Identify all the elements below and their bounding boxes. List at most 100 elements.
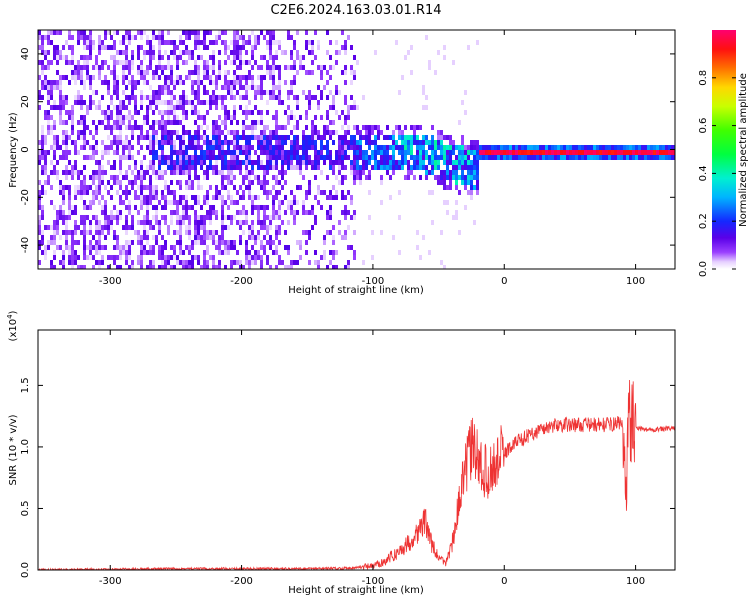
heatmap-cell [230, 245, 233, 250]
heatmap-cell [236, 130, 239, 135]
heatmap-cell [416, 245, 419, 250]
heatmap-cell [356, 175, 359, 180]
heatmap-cell [71, 130, 74, 135]
heatmap-cell [344, 205, 347, 210]
heatmap-cell [266, 225, 269, 230]
heatmap-cell [101, 155, 104, 160]
heatmap-cell [80, 195, 83, 200]
heatmap-cell [188, 220, 191, 225]
heatmap-cell [506, 145, 509, 150]
heatmap-cell [179, 165, 182, 170]
heatmap-cell [80, 55, 83, 60]
heatmap-cell [140, 65, 143, 70]
heatmap-cell [41, 235, 44, 240]
heatmap-cell [119, 100, 122, 105]
heatmap-cell [575, 150, 578, 155]
heatmap-cell [125, 190, 128, 195]
heatmap-cell [398, 90, 401, 95]
heatmap-cell [326, 150, 329, 155]
heatmap-cell [107, 265, 110, 269]
heatmap-cell [314, 130, 317, 135]
heatmap-cell [242, 110, 245, 115]
heatmap-cell [326, 95, 329, 100]
heatmap-cell [221, 130, 224, 135]
heatmap-cell [176, 55, 179, 60]
heatmap-cell [377, 145, 380, 150]
heatmap-cell [341, 155, 344, 160]
heatmap-cell [116, 125, 119, 130]
heatmap-cell [251, 255, 254, 260]
heatmap-cell [62, 170, 65, 175]
heatmap-cell [107, 225, 110, 230]
heatmap-cell [380, 150, 383, 155]
heatmap-cell [338, 115, 341, 120]
heatmap-cell [284, 210, 287, 215]
heatmap-cell [383, 155, 386, 160]
heatmap-cell [254, 40, 257, 45]
heatmap-cell [230, 115, 233, 120]
heatmap-cell [137, 55, 140, 60]
heatmap-cell [434, 155, 437, 160]
heatmap-cell [293, 200, 296, 205]
heatmap-cell [644, 155, 647, 160]
heatmap-cell [170, 155, 173, 160]
heatmap-cell [530, 150, 533, 155]
heatmap-cell [260, 115, 263, 120]
heatmap-cell [113, 160, 116, 165]
heatmap-cell [317, 105, 320, 110]
heatmap-cell [161, 150, 164, 155]
heatmap-cell [212, 260, 215, 265]
heatmap-cell [272, 200, 275, 205]
heatmap-cell [353, 170, 356, 175]
heatmap-cell [641, 145, 644, 150]
heatmap-cell [596, 150, 599, 155]
heatmap-cell [263, 215, 266, 220]
heatmap-cell [359, 135, 362, 140]
heatmap-cell [164, 65, 167, 70]
heatmap-cell [287, 165, 290, 170]
heatmap-cell [194, 240, 197, 245]
heatmap-cell [431, 140, 434, 145]
x-tick-label: -200 [230, 276, 253, 287]
heatmap-cell [239, 235, 242, 240]
heatmap-cell [167, 85, 170, 90]
heatmap-cell [401, 155, 404, 160]
heatmap-cell [113, 60, 116, 65]
heatmap-cell [188, 155, 191, 160]
heatmap-cell [353, 165, 356, 170]
heatmap-cell [137, 260, 140, 265]
heatmap-cell [125, 240, 128, 245]
heatmap-cell [425, 140, 428, 145]
heatmap-cell [38, 140, 41, 145]
heatmap-cell [59, 145, 62, 150]
heatmap-cell [173, 140, 176, 145]
heatmap-cell [386, 145, 389, 150]
heatmap-cell [332, 255, 335, 260]
heatmap-cell [608, 150, 611, 155]
heatmap-cell [218, 135, 221, 140]
heatmap-cell [281, 175, 284, 180]
heatmap-cell [38, 205, 41, 210]
heatmap-cell [260, 55, 263, 60]
heatmap-cell [311, 130, 314, 135]
heatmap-cell [278, 225, 281, 230]
heatmap-cell [308, 40, 311, 45]
heatmap-cell [176, 120, 179, 125]
heatmap-cell [287, 35, 290, 40]
heatmap-cell [161, 100, 164, 105]
heatmap-cell [152, 215, 155, 220]
heatmap-cell [185, 185, 188, 190]
heatmap-cell [440, 145, 443, 150]
heatmap-cell [146, 185, 149, 190]
x-tick-label: 100 [626, 576, 645, 587]
heatmap-cells [38, 30, 675, 269]
heatmap-cell [143, 50, 146, 55]
heatmap-cell [191, 50, 194, 55]
heatmap-cell [575, 145, 578, 150]
heatmap-cell [59, 55, 62, 60]
heatmap-cell [98, 120, 101, 125]
heatmap-cell [185, 145, 188, 150]
heatmap-cell [203, 155, 206, 160]
heatmap-cell [101, 225, 104, 230]
heatmap-cell [200, 165, 203, 170]
